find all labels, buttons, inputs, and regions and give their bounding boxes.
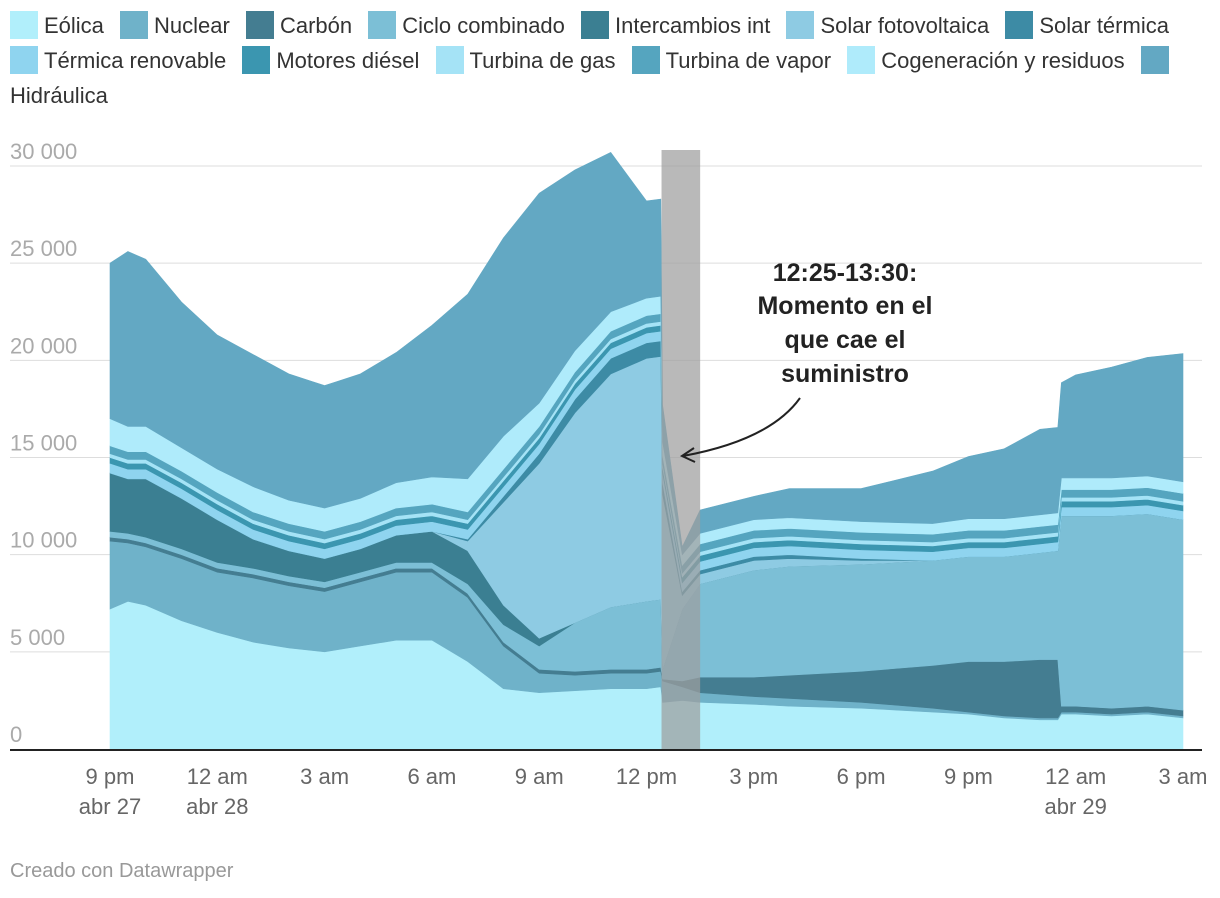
legend-label: Térmica renovable <box>44 48 227 73</box>
legend-swatch <box>581 11 610 39</box>
legend-item: Hidráulica <box>10 46 1175 108</box>
legend-swatch <box>435 46 464 74</box>
legend-label: Motores diésel <box>276 48 420 73</box>
x-tick-label: 6 pm <box>837 764 886 789</box>
y-tick-label: 5 000 <box>10 625 65 650</box>
annotation: 12:25-13:30: Momento en el que cae el su… <box>679 259 933 463</box>
legend-item: Térmica renovable <box>10 46 227 74</box>
legend-item: Eólica <box>10 11 104 39</box>
y-tick-label: 15 000 <box>10 431 77 456</box>
legend-swatch <box>847 46 876 74</box>
outage-highlight-band <box>661 150 701 749</box>
x-tick-label: 3 am <box>1159 764 1208 789</box>
credit: Creado con Datawrapper <box>10 860 234 882</box>
area-series-hidráulica <box>109 152 1184 556</box>
legend-item: Cogeneración y residuos <box>847 46 1125 74</box>
x-tick-sublabel: abr 29 <box>1045 794 1107 819</box>
legend-swatch <box>10 46 38 74</box>
legend-label: Hidráulica <box>10 83 108 108</box>
legend-swatch <box>245 11 274 39</box>
legend-swatch <box>242 46 271 74</box>
legend-label: Turbina de gas <box>469 48 616 73</box>
legend-item: Motores diésel <box>242 46 420 74</box>
annotation-arrow <box>682 397 801 457</box>
x-tick-label: 6 am <box>407 764 456 789</box>
x-tick-sublabel: abr 27 <box>79 794 141 819</box>
x-tick-label: 3 pm <box>729 764 778 789</box>
legend-swatch <box>631 46 660 74</box>
legend-swatch <box>368 11 397 39</box>
annotation-line-3: que cae el <box>785 326 906 354</box>
legend-item: Nuclear <box>120 11 230 39</box>
legend-label: Turbina de vapor <box>665 48 832 73</box>
legend-label: Cogeneración y residuos <box>881 48 1125 73</box>
x-tick-label: 9 pm <box>944 764 993 789</box>
legend-item: Solar fotovoltaica <box>786 11 990 39</box>
y-tick-label: 20 000 <box>10 333 77 358</box>
x-tick-label: 9 am <box>515 764 564 789</box>
legend-item: Solar térmica <box>1005 11 1169 39</box>
legend: Eólica Nuclear Carbón Ciclo combinado In… <box>10 8 1210 113</box>
x-tick-sublabel: abr 28 <box>186 794 248 819</box>
annotation-line-1: 12:25-13:30: <box>773 259 918 287</box>
area-series <box>109 152 1184 750</box>
legend-label: Eólica <box>44 13 104 38</box>
x-tick-label: 12 am <box>187 764 248 789</box>
x-tick-label: 12 pm <box>616 764 677 789</box>
legend-item: Ciclo combinado <box>368 11 565 39</box>
legend-item: Turbina de vapor <box>631 46 832 74</box>
legend-label: Ciclo combinado <box>402 13 565 38</box>
axes: 9 pm abr 27 12 am abr 28 3 am 6 am 9 am 12 pm 3 … <box>10 749 1208 819</box>
legend-label: Solar térmica <box>1039 13 1169 38</box>
legend-swatch <box>120 11 149 39</box>
y-tick-label: 25 000 <box>10 236 77 261</box>
annotation-line-4: suministro <box>781 360 909 388</box>
outage-band <box>661 150 701 749</box>
y-tick-label: 0 <box>10 722 22 747</box>
legend-label: Nuclear <box>154 13 230 38</box>
y-tick-label: 30 000 <box>10 139 77 164</box>
legend-swatch <box>1140 46 1169 74</box>
legend-swatch <box>10 11 38 39</box>
annotation-arrowhead <box>679 447 696 463</box>
legend-item: Carbón <box>245 11 353 39</box>
legend-label: Solar fotovoltaica <box>820 13 990 38</box>
x-tick-label: 9 pm <box>86 764 135 789</box>
legend-item: Turbina de gas <box>435 46 616 74</box>
legend-label: Carbón <box>279 13 353 38</box>
x-tick-label: 3 am <box>300 764 349 789</box>
annotation-line-2: Momento en el <box>757 292 932 320</box>
legend-item: Intercambios int <box>581 11 771 39</box>
legend-swatch <box>1005 11 1034 39</box>
x-tick-label: 12 am <box>1045 764 1106 789</box>
legend-label: Intercambios int <box>615 13 771 38</box>
legend-swatch <box>786 11 815 39</box>
y-tick-label: 10 000 <box>10 528 77 553</box>
